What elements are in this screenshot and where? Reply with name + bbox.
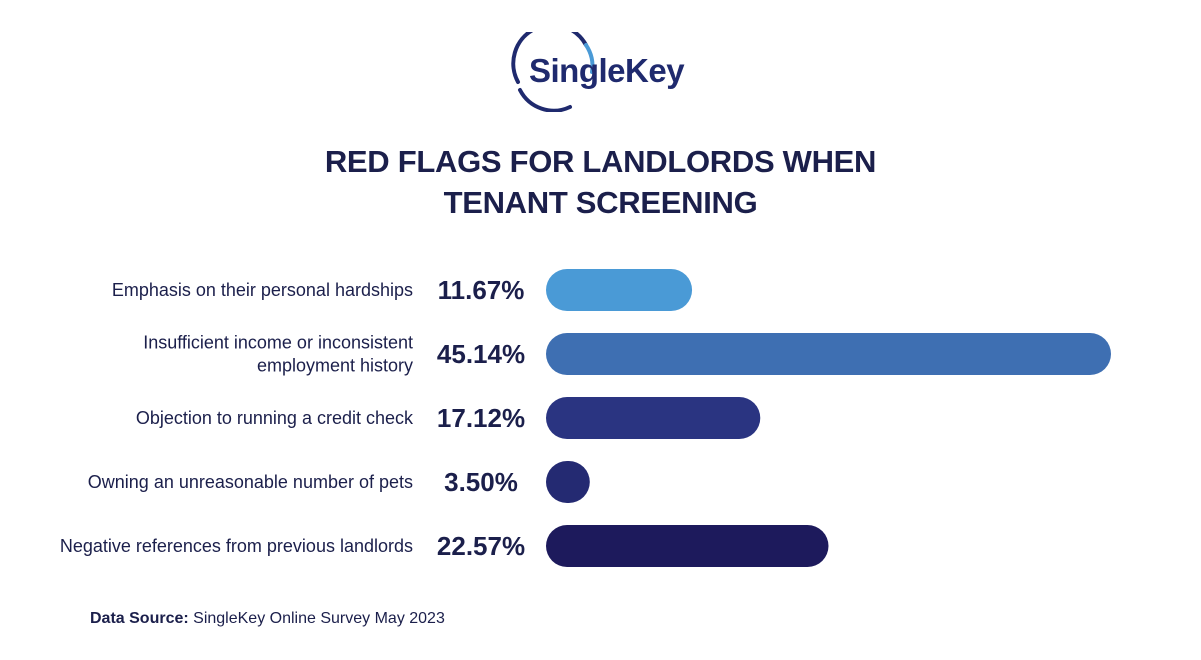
category-label-0: Emphasis on their personal hardships (112, 280, 413, 300)
value-label-2: 17.12% (437, 403, 525, 433)
category-label-2: Objection to running a credit check (136, 408, 414, 428)
data-source: Data Source: SingleKey Online Survey May… (90, 610, 445, 628)
category-label-1-line-1: employment history (257, 356, 413, 376)
bar-4 (546, 525, 829, 567)
chart-title-line-2: TENANT SCREENING (443, 185, 758, 220)
data-source-label: Data Source: (90, 610, 189, 627)
data-source-text: SingleKey Online Survey May 2023 (193, 610, 445, 627)
logo-ring-icon (511, 32, 595, 112)
singlekey-logo: SingleKey (508, 32, 698, 112)
value-label-4: 22.57% (437, 531, 525, 561)
logo-text: SingleKey (529, 52, 685, 89)
chart-title-line-1: RED FLAGS FOR LANDLORDS WHEN (324, 144, 877, 179)
bar-3 (546, 461, 590, 503)
category-label-3: Owning an unreasonable number of pets (88, 472, 413, 492)
chart-title: RED FLAGS FOR LANDLORDS WHEN TENANT SCRE… (0, 141, 1201, 223)
value-label-3: 3.50% (444, 467, 518, 497)
category-label-1-line-0: Insufficient income or inconsistent (143, 333, 413, 353)
value-label-1: 45.14% (437, 339, 525, 369)
bar-2 (546, 397, 761, 439)
bar-chart: 11.67% Emphasis on their personal hardshi… (60, 269, 1111, 567)
bar-1 (546, 333, 1111, 375)
value-label-0: 11.67% (438, 275, 525, 305)
bar-0 (546, 269, 693, 311)
category-label-4: Negative references from previous landlo… (60, 536, 413, 556)
